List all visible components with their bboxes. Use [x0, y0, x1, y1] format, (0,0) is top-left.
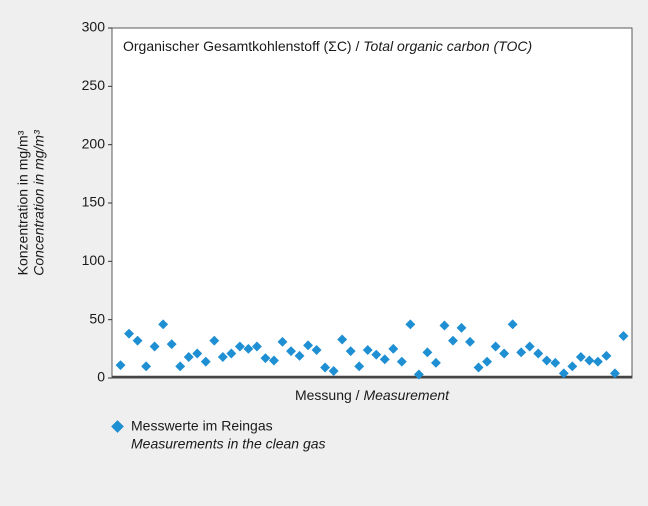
data-point [482, 356, 493, 367]
data-point [269, 355, 279, 366]
data-point [217, 352, 228, 362]
data-point [243, 343, 254, 354]
x-label-de: Messung / [295, 387, 360, 403]
data-point [234, 341, 245, 352]
data-point [456, 322, 467, 333]
data-point [550, 357, 561, 368]
data-point [422, 347, 433, 358]
data-point [558, 368, 569, 379]
data-point [516, 347, 527, 358]
y-label-de: Konzentration in mg/m³ [15, 130, 31, 275]
data-point [166, 339, 177, 350]
data-point [396, 356, 407, 367]
data-point [601, 350, 612, 361]
data-point [354, 361, 365, 372]
data-point [507, 319, 518, 330]
title-de: Organischer Gesamtkohlenstoff (ΣC) / [123, 38, 359, 54]
data-point [610, 368, 620, 379]
data-point [567, 361, 578, 372]
data-point [337, 334, 348, 345]
data-point [499, 348, 510, 359]
y-tick-label: 150 [82, 194, 106, 210]
data-point [192, 348, 203, 359]
title-en: Total organic carbon (TOC) [363, 38, 532, 54]
y-tick-label: 50 [89, 310, 105, 326]
data-point [149, 341, 160, 352]
data-point [200, 356, 211, 367]
data-point [473, 362, 484, 373]
y-tick-label: 200 [82, 135, 106, 151]
data-point [584, 355, 595, 366]
data-point [251, 341, 262, 352]
data-point [209, 335, 220, 346]
data-point [439, 320, 450, 331]
data-point [388, 343, 399, 354]
y-label-en: Concentration in mg/m³ [31, 130, 47, 276]
data-point [430, 357, 441, 368]
data-point [141, 361, 152, 372]
data-point [328, 366, 339, 376]
data-point [183, 352, 194, 362]
data-point [490, 341, 501, 352]
data-point [413, 369, 424, 380]
data-point [575, 352, 586, 362]
data-point [277, 336, 288, 347]
data-point [405, 319, 416, 330]
data-point [362, 345, 373, 355]
data-point [158, 319, 169, 330]
data-point [618, 331, 629, 341]
data-point [286, 346, 296, 357]
data-point [226, 348, 237, 359]
data-point [524, 341, 535, 352]
data-point [379, 354, 390, 365]
data-point [175, 361, 186, 372]
legend-label: Messwerte im Reingas [131, 418, 273, 434]
y-tick-label: 250 [82, 77, 106, 93]
data-point [371, 349, 382, 360]
data-point [132, 335, 143, 346]
x-label-en: Measurement [363, 387, 450, 403]
legend-marker [111, 420, 124, 433]
data-point [465, 336, 475, 347]
x-axis-label: Messung / Measurement [295, 387, 450, 403]
y-tick-label: 0 [97, 369, 105, 385]
data-point [260, 353, 271, 364]
data-point [541, 355, 552, 366]
y-tick-label: 100 [82, 252, 106, 268]
data-point [320, 362, 331, 373]
data-point [303, 340, 314, 351]
plot-area [111, 27, 633, 379]
data-point [345, 346, 356, 357]
data-point [592, 356, 603, 367]
chart-title: Organischer Gesamtkohlenstoff (ΣC) / Tot… [123, 38, 532, 54]
data-point [448, 335, 458, 346]
data-point [294, 350, 305, 361]
legend-label-en: Measurements in the clean gas [131, 436, 326, 452]
y-axis-label: Konzentration in mg/m³ Concentration in … [15, 130, 47, 276]
data-point [533, 348, 544, 359]
data-point [311, 345, 322, 355]
y-tick-label: 300 [82, 19, 106, 35]
